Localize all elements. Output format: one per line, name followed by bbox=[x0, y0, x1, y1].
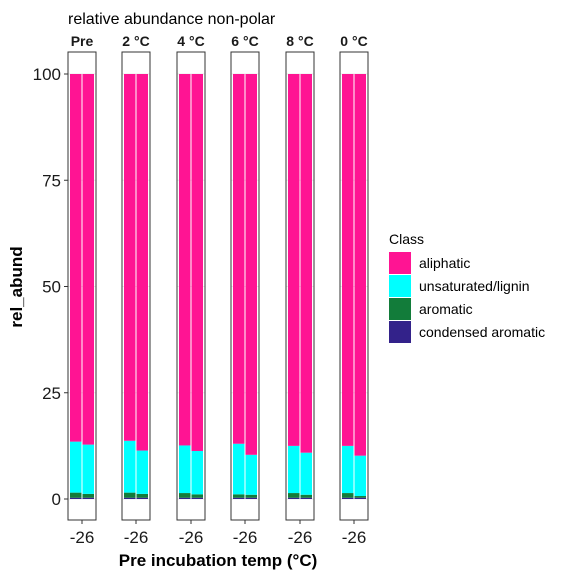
bar-segment-aliphatic bbox=[191, 74, 203, 451]
x-tick-label: -26 bbox=[70, 528, 95, 547]
bar-segment-unsaturated-lignin bbox=[124, 440, 136, 493]
bar-segment-aromatic bbox=[179, 493, 191, 498]
facet-strip-label: 0 °C bbox=[340, 33, 367, 49]
bar-segment-unsaturated-lignin bbox=[179, 445, 191, 494]
bar-segment-condensed-aromatic bbox=[70, 497, 82, 499]
x-tick-label: -26 bbox=[124, 528, 149, 547]
facet-strip-label: 2 °C bbox=[122, 33, 149, 49]
bar-segment-aromatic bbox=[233, 494, 245, 498]
bar-segment-aromatic bbox=[82, 493, 94, 498]
bar-segment-aromatic bbox=[245, 494, 257, 498]
bar-segment-condensed-aromatic bbox=[179, 497, 191, 499]
legend-swatch bbox=[389, 298, 411, 320]
bar-segment-unsaturated-lignin bbox=[70, 441, 82, 493]
bar-segment-aliphatic bbox=[300, 74, 312, 453]
bar-segment-aliphatic bbox=[82, 74, 94, 445]
legend-swatch bbox=[389, 275, 411, 297]
y-tick-label: 25 bbox=[42, 384, 61, 403]
bar-segment-unsaturated-lignin bbox=[300, 452, 312, 495]
legend: Class aliphatic unsaturated/lignin aromati… bbox=[389, 231, 545, 343]
y-tick-label: 50 bbox=[42, 278, 61, 297]
bar-segment-aromatic bbox=[136, 493, 148, 498]
facet-panel: 4 °C -26 bbox=[176, 33, 206, 547]
bar-segment-condensed-aromatic bbox=[136, 497, 148, 499]
bar-segment-condensed-aromatic bbox=[288, 497, 300, 499]
bar-segment-condensed-aromatic bbox=[342, 497, 354, 499]
legend-label: aliphatic bbox=[419, 255, 470, 271]
bar-segment-aromatic bbox=[354, 496, 366, 498]
bar-segment-unsaturated-lignin bbox=[191, 450, 203, 495]
bar-segment-aromatic bbox=[70, 492, 82, 498]
bar-segment-condensed-aromatic bbox=[233, 497, 245, 499]
bar-segment-aromatic bbox=[342, 493, 354, 498]
bar-segment-aromatic bbox=[124, 492, 136, 498]
legend-swatch bbox=[389, 252, 411, 274]
bar-segment-unsaturated-lignin bbox=[354, 455, 366, 497]
bar-segment-unsaturated-lignin bbox=[245, 454, 257, 495]
legend-label: aromatic bbox=[419, 301, 473, 317]
facet-strip-label: 8 °C bbox=[286, 33, 313, 49]
facet-strip-label: 4 °C bbox=[177, 33, 204, 49]
facet-panels: Pre -26 2 °C -26 4 °C -26 6 °C -26 8 °C -26 0 °C -2… bbox=[67, 33, 369, 547]
bar-segment-aliphatic bbox=[233, 74, 245, 444]
bar-segment-aliphatic bbox=[124, 74, 136, 441]
bar-segment-aromatic bbox=[300, 494, 312, 498]
facet-panel: Pre -26 bbox=[67, 33, 97, 547]
bar-segment-aliphatic bbox=[342, 74, 354, 446]
facet-panel: 0 °C -26 bbox=[339, 33, 369, 547]
bar-segment-unsaturated-lignin bbox=[82, 444, 94, 494]
facet-panel: 6 °C -26 bbox=[230, 33, 260, 547]
bar-segment-condensed-aromatic bbox=[245, 497, 257, 499]
legend-swatch bbox=[389, 321, 411, 343]
legend-title: Class bbox=[389, 231, 424, 247]
facet-strip-label: Pre bbox=[71, 33, 94, 49]
bar-segment-unsaturated-lignin bbox=[136, 450, 148, 494]
bar-segment-aliphatic bbox=[179, 74, 191, 446]
bar-segment-condensed-aromatic bbox=[82, 497, 94, 499]
y-tick-label: 0 bbox=[52, 490, 61, 509]
y-axis: 0 25 50 75 100 bbox=[33, 52, 69, 520]
bar-segment-unsaturated-lignin bbox=[233, 443, 245, 495]
x-tick-label: -26 bbox=[288, 528, 313, 547]
bar-segment-aromatic bbox=[288, 493, 300, 498]
bar-segment-condensed-aromatic bbox=[124, 497, 136, 499]
bar-segment-unsaturated-lignin bbox=[288, 445, 300, 494]
bar-segment-condensed-aromatic bbox=[191, 497, 203, 499]
bar-segment-condensed-aromatic bbox=[354, 497, 366, 499]
bar-segment-aliphatic bbox=[354, 74, 366, 456]
x-tick-label: -26 bbox=[233, 528, 258, 547]
bar-segment-aliphatic bbox=[245, 74, 257, 455]
x-axis-title: Pre incubation temp (°C) bbox=[119, 551, 318, 570]
y-axis-title: rel_abund bbox=[7, 246, 26, 327]
facet-panel: 2 °C -26 bbox=[121, 33, 151, 547]
bar-segment-aromatic bbox=[191, 494, 203, 498]
x-tick-label: -26 bbox=[179, 528, 204, 547]
y-tick-label: 100 bbox=[33, 65, 61, 84]
y-tick-label: 75 bbox=[42, 171, 61, 190]
bar-segment-aliphatic bbox=[288, 74, 300, 446]
bar-segment-aliphatic bbox=[136, 74, 148, 451]
x-tick-label: -26 bbox=[342, 528, 367, 547]
bar-segment-unsaturated-lignin bbox=[342, 445, 354, 494]
chart-title: relative abundance non-polar bbox=[68, 11, 276, 28]
facet-strip-label: 6 °C bbox=[231, 33, 258, 49]
facet-panel: 8 °C -26 bbox=[285, 33, 315, 547]
bar-segment-condensed-aromatic bbox=[300, 497, 312, 499]
legend-label: unsaturated/lignin bbox=[419, 278, 530, 294]
bar-segment-aliphatic bbox=[70, 74, 82, 442]
legend-label: condensed aromatic bbox=[419, 324, 545, 340]
